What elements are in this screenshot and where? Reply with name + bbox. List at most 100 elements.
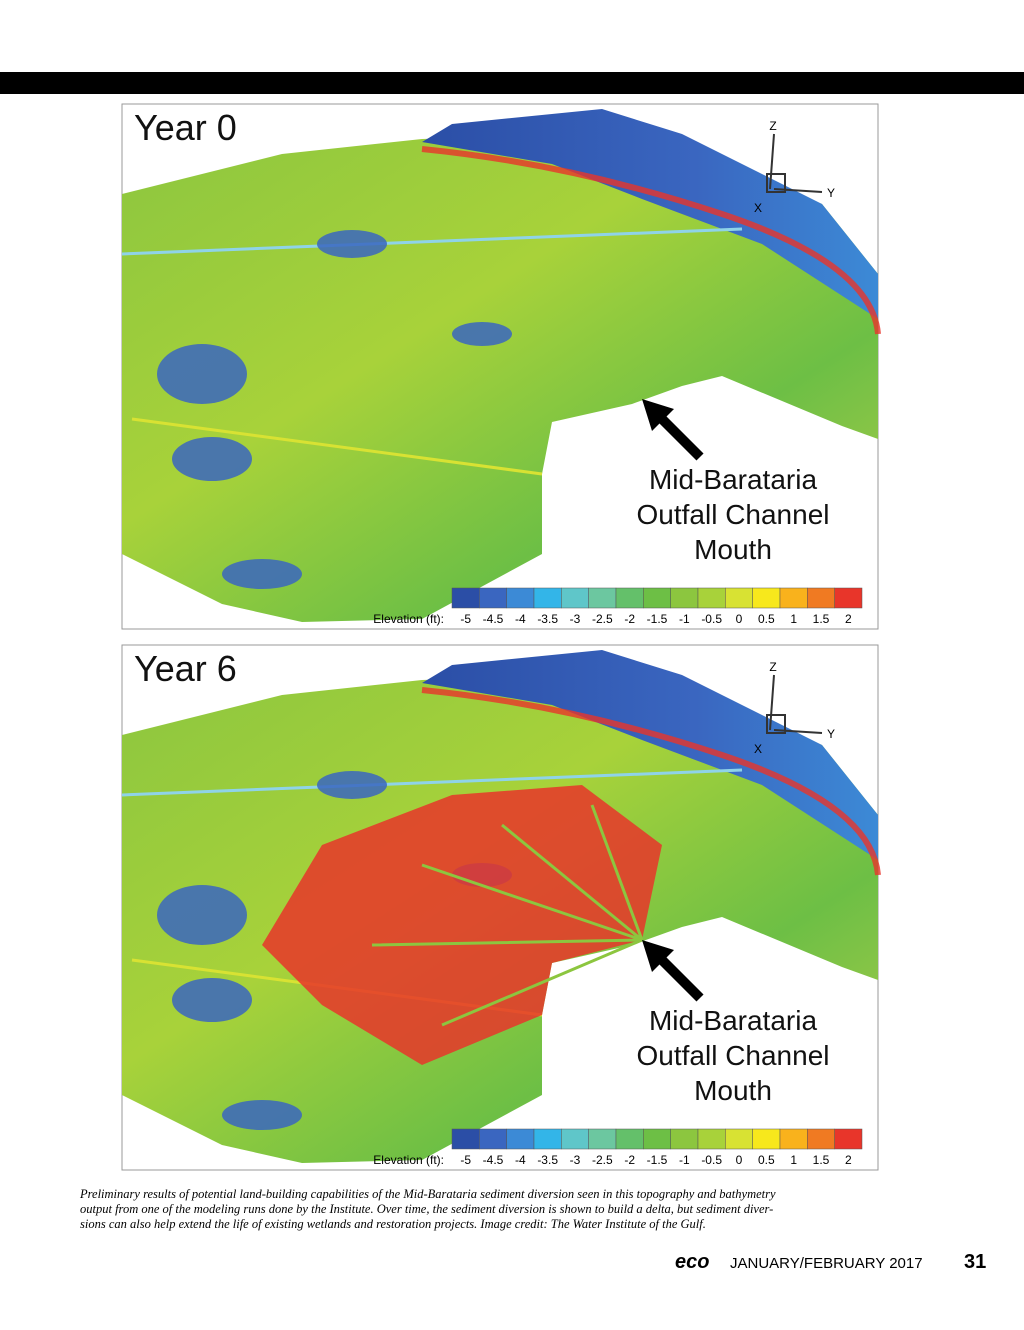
colorbar-tick-label: -5 — [460, 612, 471, 626]
colorbar-segment — [588, 1128, 617, 1150]
colorbar-segment — [561, 587, 589, 609]
terrain-pond — [317, 771, 387, 799]
footer-brand: eco — [675, 1251, 709, 1273]
colorbar-segment — [807, 587, 835, 609]
caption-line: Preliminary results of potential land-bu… — [79, 1187, 776, 1201]
annotation: Mouth — [694, 1075, 772, 1106]
terrain-delta — [262, 785, 662, 1065]
colorbar-segment — [506, 1128, 535, 1150]
colorbar-tick-label: -3 — [570, 1153, 581, 1167]
colorbar-tick-label: 0.5 — [758, 1153, 775, 1167]
figure-panel: Year 6 Z Y X Mid-Barataria Outfall Channel Mou… — [121, 644, 881, 1171]
colorbar-tick-label: -1 — [679, 1153, 690, 1167]
caption-line: output from one of the modeling runs don… — [80, 1202, 773, 1216]
colorbar-tick-label: 0 — [736, 612, 743, 626]
colorbar-tick-label: 1.5 — [813, 1153, 830, 1167]
annotation: Mid-Barataria — [649, 464, 817, 495]
colorbar-tick-label: -3 — [570, 612, 581, 626]
annotation: Outfall Channel — [636, 499, 829, 530]
colorbar-segment — [533, 587, 562, 609]
colorbar-tick-label: -4 — [515, 1153, 526, 1167]
axis-label-y: Y — [827, 186, 835, 200]
colorbar-segment — [643, 587, 671, 609]
colorbar-segment — [506, 587, 535, 609]
colorbar-tick-label: -2.5 — [592, 1153, 613, 1167]
terrain-pond — [172, 437, 252, 481]
caption-line: sions can also help extend the life of e… — [80, 1217, 706, 1231]
colorbar-segment — [779, 1128, 808, 1150]
colorbar-tick-label: -2 — [624, 1153, 635, 1167]
colorbar-tick-label: 0 — [736, 1153, 743, 1167]
colorbar-tick-label: -5 — [460, 1153, 471, 1167]
terrain-pond — [157, 885, 247, 945]
colorbar-tick-label: -3.5 — [537, 612, 558, 626]
axes-triad — [766, 674, 823, 734]
colorbar-tick-label: 2 — [845, 1153, 852, 1167]
axis-label-y: Y — [827, 727, 835, 741]
terrain-water — [422, 650, 878, 860]
colorbar-segment — [451, 587, 480, 609]
figure-panel: Year 0 Z Y X Mid-Barataria Outfall Channel Mou… — [121, 103, 881, 630]
colorbar-segment — [697, 1128, 726, 1150]
colorbar-label: Elevation (ft): — [373, 612, 444, 626]
colorbar-segment — [752, 587, 781, 609]
header-bar — [0, 72, 1024, 94]
terrain-ridge — [421, 687, 881, 876]
axes-triad — [766, 133, 823, 193]
colorbar-tick-label: 2 — [845, 612, 852, 626]
terrain-pond — [157, 344, 247, 404]
colorbar-segment — [615, 1128, 644, 1150]
colorbar-tick-label: 0.5 — [758, 612, 775, 626]
colorbar-segment — [725, 587, 753, 609]
colorbar-segment — [752, 1128, 781, 1150]
colorbar-segment — [643, 1128, 671, 1150]
colorbar-segment — [533, 1128, 562, 1150]
axis-label-z: Z — [769, 119, 776, 133]
colorbar-segment — [451, 1128, 480, 1150]
colorbar-segment — [479, 587, 507, 609]
colorbar-tick-label: -3.5 — [537, 1153, 558, 1167]
pointer-arrowhead — [642, 940, 674, 972]
colorbar-tick-label: -4.5 — [483, 1153, 504, 1167]
axis-label-z: Z — [769, 660, 776, 674]
colorbar-tick-label: 1.5 — [813, 612, 830, 626]
colorbar-segment — [588, 587, 617, 609]
terrain-pond — [222, 1100, 302, 1130]
colorbar-segment — [561, 1128, 589, 1150]
terrain-pond — [317, 230, 387, 258]
page-number: 31 — [964, 1251, 986, 1273]
colorbar-tick-label: -2.5 — [592, 612, 613, 626]
terrain-ridge — [421, 146, 881, 335]
terrain-pond — [452, 322, 512, 346]
colorbar-segment — [807, 1128, 835, 1150]
terrain-road — [131, 417, 543, 476]
pointer-arrowhead — [642, 399, 674, 431]
colorbar-tick-label: -1 — [679, 612, 690, 626]
colorbar-segment — [834, 1128, 863, 1150]
terrain-pond — [222, 559, 302, 589]
terrain-land — [122, 134, 878, 622]
annotation: Mouth — [694, 534, 772, 565]
colorbar-tick-label: -0.5 — [701, 1153, 722, 1167]
colorbar-segment — [725, 1128, 753, 1150]
terrain-channels — [371, 804, 644, 1027]
colorbar-label: Elevation (ft): — [373, 1153, 444, 1167]
colorbar-segment — [479, 1128, 507, 1150]
panel-title: Year 6 — [134, 648, 237, 689]
colorbar-tick-label: -4.5 — [483, 612, 504, 626]
terrain-pond — [172, 978, 252, 1022]
annotation: Mid-Barataria — [649, 1005, 817, 1036]
footer-issue: JANUARY/FEBRUARY 2017 — [730, 1255, 923, 1272]
colorbar-segment — [615, 587, 644, 609]
panel-title: Year 0 — [134, 107, 237, 148]
colorbar-tick-label: -1.5 — [647, 1153, 668, 1167]
colorbar-segment — [670, 587, 699, 609]
colorbar-tick-label: -0.5 — [701, 612, 722, 626]
colorbar-tick-label: -1.5 — [647, 612, 668, 626]
pointer-arrow — [653, 951, 704, 1002]
terrain-road — [121, 227, 743, 256]
pointer-arrow — [653, 410, 704, 461]
colorbar-segment — [779, 587, 808, 609]
terrain-water — [422, 109, 878, 319]
colorbar-tick-label: 1 — [790, 612, 797, 626]
